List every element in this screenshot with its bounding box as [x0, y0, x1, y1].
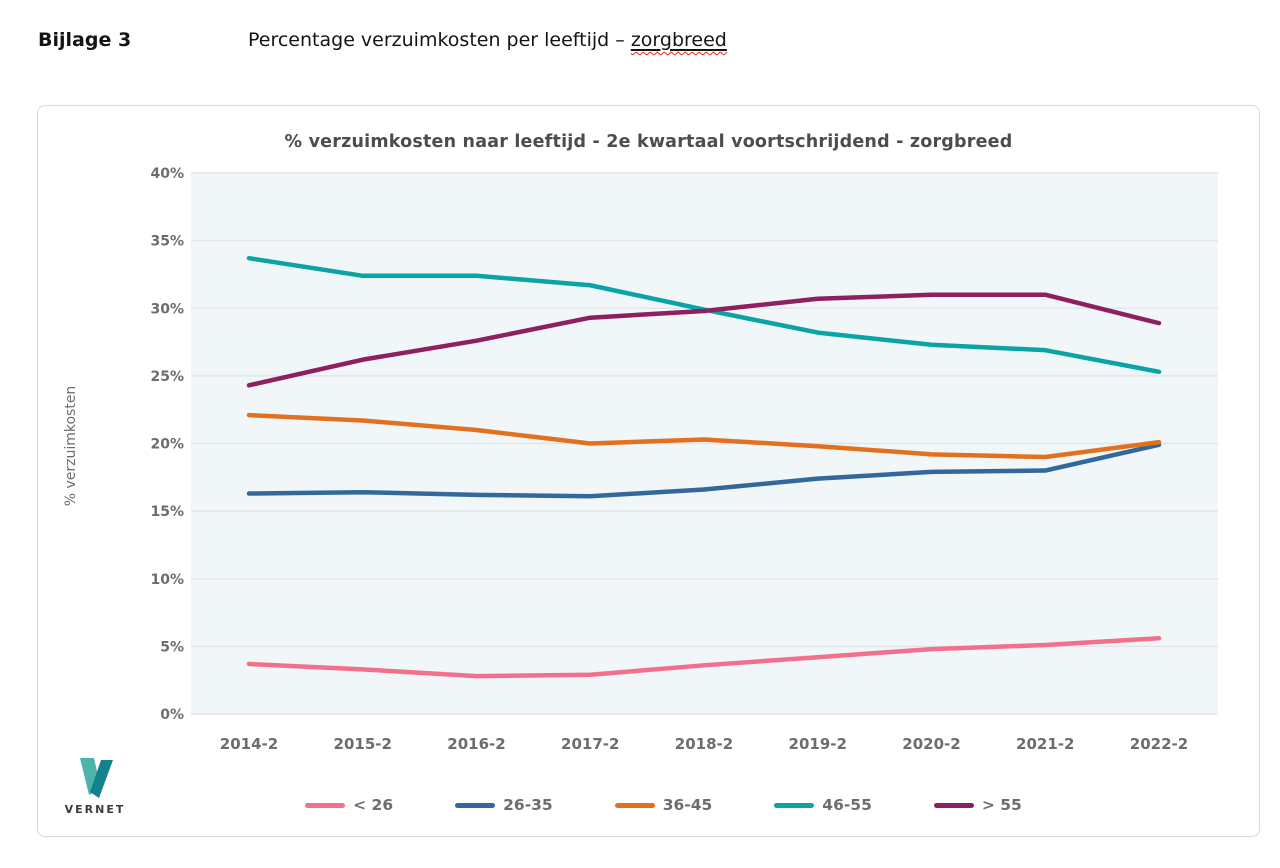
y-tick-label: 20% — [150, 437, 184, 453]
document-heading: Bijlage 3 Percentage verzuimkosten per le… — [38, 29, 727, 51]
y-tick-label: 25% — [150, 369, 184, 385]
legend-item: 46-55 — [774, 796, 872, 814]
legend-item: 26-35 — [455, 796, 553, 814]
heading-title: Percentage verzuimkosten per leeftijd – … — [248, 29, 727, 51]
legend-label: > 55 — [981, 796, 1022, 814]
legend-item: 36-45 — [614, 796, 713, 814]
series-line-26 — [246, 636, 1162, 679]
legend-label: 46-55 — [822, 796, 872, 814]
chart-card: % verzuimkosten naar leeftijd - 2e kwart… — [37, 105, 1260, 837]
y-axis-title: % verzuimkosten — [63, 386, 79, 507]
legend-swatch — [614, 802, 655, 808]
heading-label: Bijlage 3 — [38, 29, 132, 51]
legend-swatch — [305, 802, 346, 808]
legend-swatch — [455, 802, 496, 808]
series-line-55 — [246, 292, 1162, 388]
vernet-logo-text: VERNET — [64, 803, 126, 816]
y-tick-label: 30% — [150, 301, 184, 317]
legend-swatch — [774, 802, 815, 808]
y-tick-label: 15% — [150, 504, 184, 520]
legend-swatch — [933, 802, 974, 808]
x-tick-label: 2020-2 — [902, 735, 960, 753]
legend-item: > 55 — [933, 796, 1022, 814]
x-tick-label: 2021-2 — [1016, 735, 1074, 753]
y-tick-label: 5% — [160, 639, 184, 655]
y-tick-label: 40% — [150, 166, 184, 182]
series-line-26-35 — [246, 442, 1162, 499]
line-chart: 0% 5% 10% 15% 20% 25% 30% 35% 40% 2014-2 2015-2 201… — [63, 166, 1218, 753]
legend-label: 36-45 — [662, 796, 713, 814]
x-tick-label: 2017-2 — [561, 735, 619, 753]
x-tick-label: 2016-2 — [447, 735, 505, 753]
x-tick-label: 2014-2 — [220, 735, 278, 753]
vernet-logo: VERNET — [58, 758, 132, 816]
x-tick-label: 2018-2 — [675, 735, 733, 753]
series-line-36-45 — [246, 412, 1162, 460]
y-tick-label: 0% — [160, 707, 184, 723]
heading-underlined-word: zorgbreed — [630, 29, 727, 51]
x-tick-label: 2019-2 — [789, 735, 847, 753]
chart-title: % verzuimkosten naar leeftijd - 2e kwart… — [284, 132, 1013, 152]
legend-label: < 26 — [353, 796, 394, 814]
x-tick-label: 2022-2 — [1130, 735, 1188, 753]
y-tick-label: 35% — [150, 234, 184, 250]
legend-label: 26-35 — [503, 796, 553, 814]
x-tick-label: 2015-2 — [334, 735, 392, 753]
chart-legend: < 26 26-35 36-45 46-55 > 55 — [53, 796, 1274, 814]
legend-item: < 26 — [305, 796, 393, 814]
vernet-logo-icon — [80, 758, 113, 798]
y-tick-label: 10% — [150, 572, 184, 588]
